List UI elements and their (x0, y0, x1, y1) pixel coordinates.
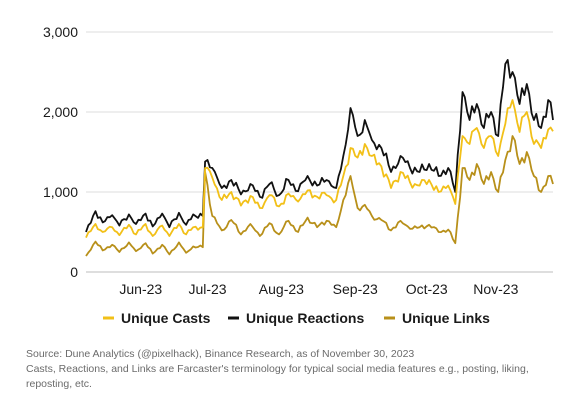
legend-label: Unique Casts (121, 310, 211, 326)
series-line-unique-reactions (85, 59, 554, 233)
x-tick-label: Aug-23 (259, 281, 304, 297)
series-line-unique-links (85, 135, 554, 257)
y-axis-ticks: 0 1,000 2,000 3,000 (43, 24, 78, 280)
terminology-footnote-line1: Casts, Reactions, and Links are Farcaste… (26, 363, 529, 375)
y-tick-label: 3,000 (43, 24, 78, 40)
terminology-footnote: Casts, Reactions, and Links are Farcaste… (26, 362, 529, 392)
legend-label: Unique Reactions (246, 310, 364, 326)
legend-label: Unique Links (402, 310, 490, 326)
line-chart: 0 1,000 2,000 3,000 Jun-23 Jul-23 Aug-23 Sep-2… (43, 24, 554, 326)
series-line-unique-casts (85, 99, 554, 238)
x-tick-label: Nov-23 (473, 281, 518, 297)
y-tick-label: 1,000 (43, 184, 78, 200)
x-tick-label: Sep-23 (333, 281, 378, 297)
series-lines (85, 59, 554, 257)
gridlines (86, 31, 553, 193)
legend: Unique Casts Unique Reactions Unique Links (103, 310, 490, 326)
x-tick-label: Jul-23 (188, 281, 226, 297)
x-tick-label: Oct-23 (406, 281, 448, 297)
x-tick-label: Jun-23 (119, 281, 162, 297)
source-footnote: Source: Dune Analytics (@pixelhack), Bin… (26, 348, 415, 360)
y-tick-label: 0 (70, 264, 78, 280)
x-axis-ticks: Jun-23 Jul-23 Aug-23 Sep-23 Oct-23 Nov-23 (119, 281, 518, 297)
y-tick-label: 2,000 (43, 104, 78, 120)
terminology-footnote-line2: reposting, etc. (26, 378, 92, 390)
